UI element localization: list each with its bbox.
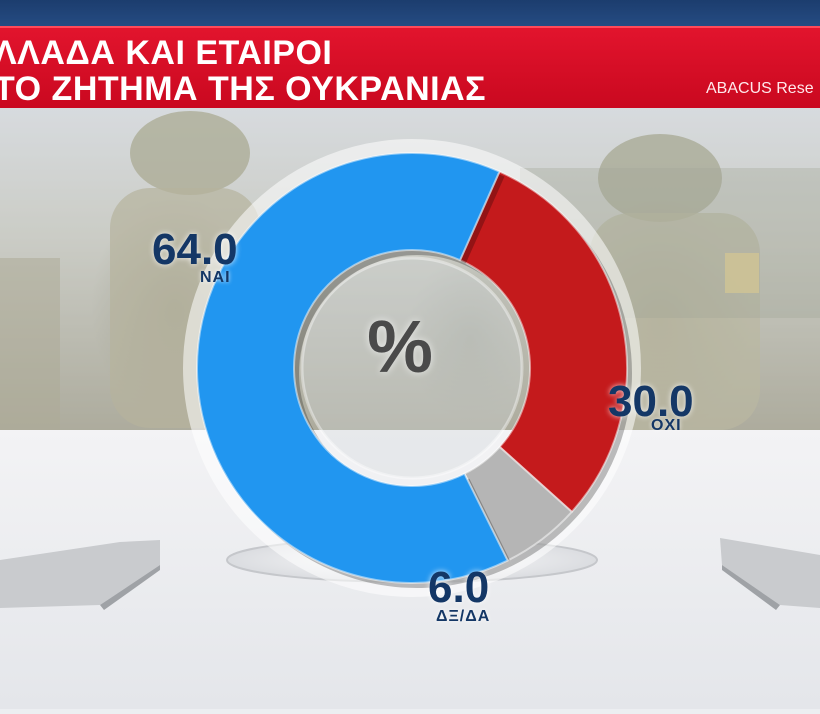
slice-yes	[196, 152, 509, 584]
slice-no	[458, 170, 628, 514]
percent-symbol: %	[367, 305, 433, 388]
source-label: ABACUS Rese	[706, 80, 814, 97]
donut-back-ring	[183, 139, 641, 597]
top-bar	[0, 0, 820, 26]
label-no-value: 30.0	[608, 377, 694, 426]
title-line-2: ΤΟ ΖΗΤΗΜΑ ΤΗΣ ΟΥΚΡΑΝΙΑΣ	[0, 70, 487, 108]
donut-slices	[196, 152, 632, 588]
label-yes-category: ΝΑΙ	[200, 269, 231, 286]
label-dk-category: ΔΞ/ΔΑ	[436, 608, 491, 625]
label-yes-value: 64.0	[152, 225, 238, 274]
label-dk-value: 6.0	[428, 563, 490, 612]
title-line-1: ΛΛΑΔΑ ΚΑΙ ΕΤΑΙΡΟΙ	[0, 34, 333, 72]
floor-platforms	[0, 538, 820, 610]
donut-hole	[300, 256, 524, 480]
label-no-category: ΟΧΙ	[651, 417, 682, 434]
header-banner: ΛΛΑΔΑ ΚΑΙ ΕΤΑΙΡΟΙ ΤΟ ΖΗΤΗΜΑ ΤΗΣ ΟΥΚΡΑΝΙΑ…	[0, 26, 820, 110]
